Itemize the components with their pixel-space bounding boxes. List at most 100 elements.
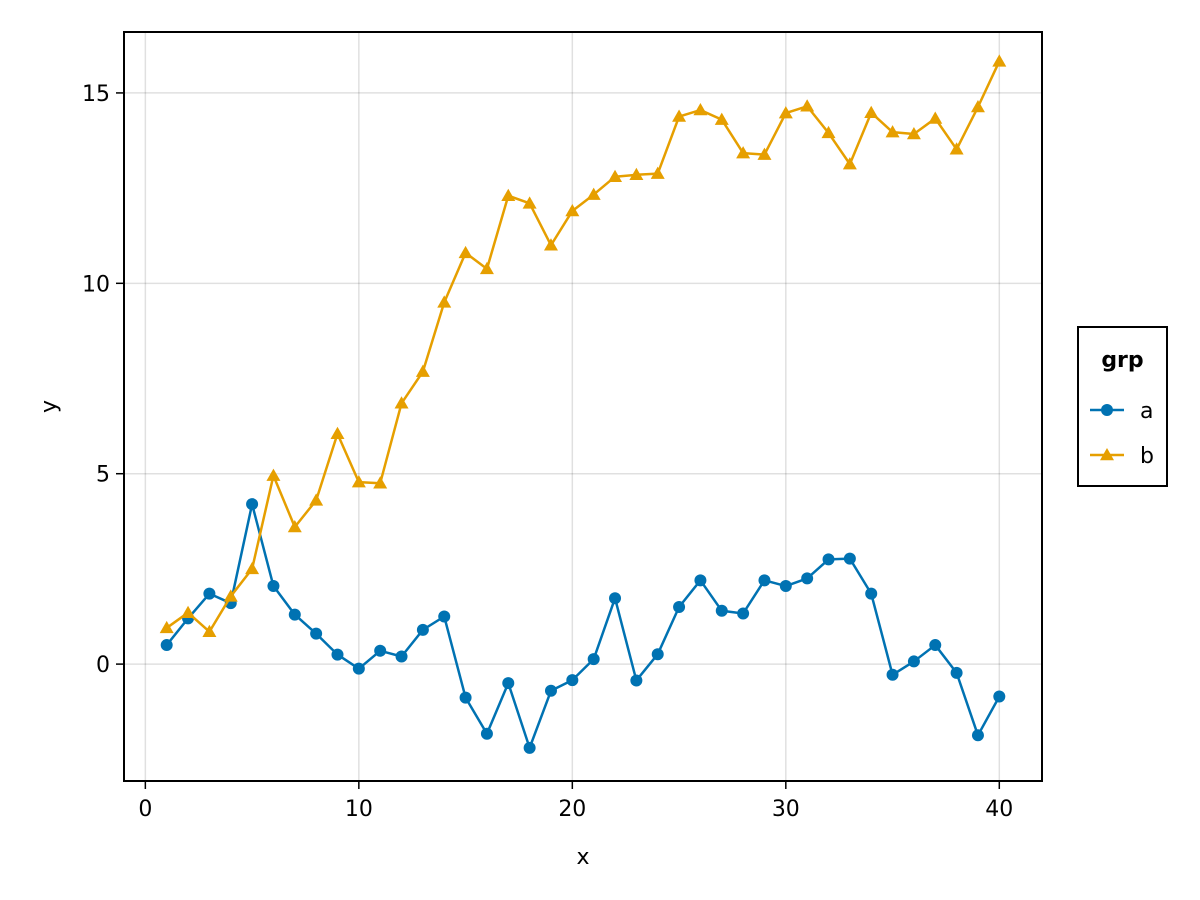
data-point-a bbox=[331, 648, 344, 661]
legend-box bbox=[1077, 326, 1168, 487]
data-point-a bbox=[694, 574, 707, 587]
grid-lines bbox=[124, 32, 1042, 781]
data-point-a bbox=[993, 690, 1006, 703]
x-tick-label: 40 bbox=[985, 797, 1013, 822]
x-tick-label: 30 bbox=[772, 797, 800, 822]
legend-item-a: a bbox=[1090, 399, 1153, 424]
data-point-b bbox=[885, 125, 900, 138]
data-point-a bbox=[609, 592, 622, 605]
data-point-a bbox=[267, 580, 280, 593]
data-point-b bbox=[842, 157, 857, 170]
y-tick-label: 15 bbox=[82, 82, 110, 107]
data-point-b bbox=[693, 103, 708, 116]
data-point-b bbox=[309, 493, 324, 506]
data-point-b bbox=[159, 620, 174, 634]
axis-ticks: 0 10 20 30 40 0 5 10 15 bbox=[82, 82, 1013, 822]
data-point-a bbox=[587, 653, 600, 666]
data-point-a bbox=[630, 674, 643, 687]
data-point-a bbox=[566, 674, 579, 687]
data-point-a bbox=[971, 729, 984, 742]
series-line-a bbox=[165, 502, 1001, 750]
legend-label-b: b bbox=[1140, 444, 1154, 469]
data-point-a bbox=[544, 684, 557, 697]
plot-area-frame bbox=[123, 31, 1043, 782]
data-point-a bbox=[715, 604, 728, 617]
data-point-a bbox=[843, 552, 856, 565]
data-point-a bbox=[459, 691, 472, 704]
data-point-b bbox=[202, 624, 217, 637]
data-point-b bbox=[714, 112, 729, 125]
data-point-b bbox=[650, 166, 665, 179]
legend-items: ab bbox=[1090, 399, 1154, 469]
data-point-a bbox=[822, 553, 835, 566]
data-point-a bbox=[865, 587, 878, 600]
data-point-b bbox=[586, 187, 601, 200]
data-point-b bbox=[608, 169, 623, 182]
data-point-b bbox=[181, 605, 196, 618]
data-point-a bbox=[737, 607, 750, 620]
x-tick-label: 0 bbox=[138, 797, 152, 822]
data-point-a bbox=[929, 639, 942, 652]
data-point-a bbox=[480, 727, 493, 740]
data-point-a bbox=[246, 498, 259, 511]
x-tick-label: 20 bbox=[558, 797, 586, 822]
data-point-a bbox=[203, 587, 216, 600]
data-point-b bbox=[223, 589, 238, 602]
legend-marker-a bbox=[1101, 404, 1113, 416]
series-line-b bbox=[165, 60, 1001, 633]
legend-label-a: a bbox=[1140, 399, 1153, 424]
data-point-b bbox=[415, 364, 430, 377]
data-point-b bbox=[266, 468, 281, 481]
data-point-b bbox=[970, 100, 985, 113]
legend-marker-b bbox=[1100, 448, 1114, 461]
data-point-a bbox=[651, 648, 664, 661]
data-point-b bbox=[864, 105, 879, 118]
y-tick-label: 10 bbox=[82, 272, 110, 297]
data-point-b bbox=[992, 54, 1007, 67]
data-point-b bbox=[949, 142, 964, 155]
series-a bbox=[160, 498, 1006, 754]
data-point-b bbox=[672, 109, 687, 122]
data-point-b bbox=[928, 111, 943, 124]
data-point-a bbox=[779, 580, 792, 593]
y-tick-label: 5 bbox=[96, 463, 110, 488]
data-point-a bbox=[374, 644, 387, 657]
y-axis-label: y bbox=[37, 400, 62, 413]
data-point-b bbox=[437, 295, 452, 308]
data-point-a bbox=[502, 677, 515, 690]
data-point-b bbox=[458, 245, 473, 259]
data-point-a bbox=[886, 668, 899, 681]
legend-item-b: b bbox=[1090, 444, 1154, 469]
data-point-b bbox=[501, 188, 516, 201]
data-point-b bbox=[757, 147, 772, 160]
data-point-a bbox=[673, 600, 686, 613]
data-point-b bbox=[479, 261, 494, 275]
data-point-a bbox=[523, 741, 536, 754]
data-point-b bbox=[821, 125, 836, 139]
x-axis-label: x bbox=[576, 845, 589, 870]
data-point-a bbox=[352, 662, 365, 675]
legend-title: grp bbox=[1101, 348, 1143, 373]
data-point-b bbox=[245, 561, 260, 575]
series-b bbox=[159, 54, 1007, 637]
data-point-a bbox=[907, 655, 920, 668]
data-point-b bbox=[373, 476, 388, 489]
data-point-a bbox=[758, 574, 771, 587]
data-point-a bbox=[310, 627, 323, 640]
data-point-b bbox=[287, 520, 302, 533]
data-point-a bbox=[438, 610, 451, 623]
data-point-b bbox=[736, 146, 751, 159]
data-point-b bbox=[800, 99, 815, 112]
series-layer bbox=[159, 54, 1007, 754]
data-point-b bbox=[629, 167, 644, 181]
data-point-b bbox=[906, 127, 921, 140]
data-point-a bbox=[950, 666, 963, 679]
data-point-a bbox=[416, 623, 429, 636]
data-point-b bbox=[330, 426, 345, 439]
data-point-a bbox=[395, 650, 408, 663]
data-point-b bbox=[394, 396, 409, 409]
y-tick-label: 0 bbox=[96, 653, 110, 678]
data-point-b bbox=[565, 203, 580, 217]
data-point-a bbox=[160, 639, 173, 652]
